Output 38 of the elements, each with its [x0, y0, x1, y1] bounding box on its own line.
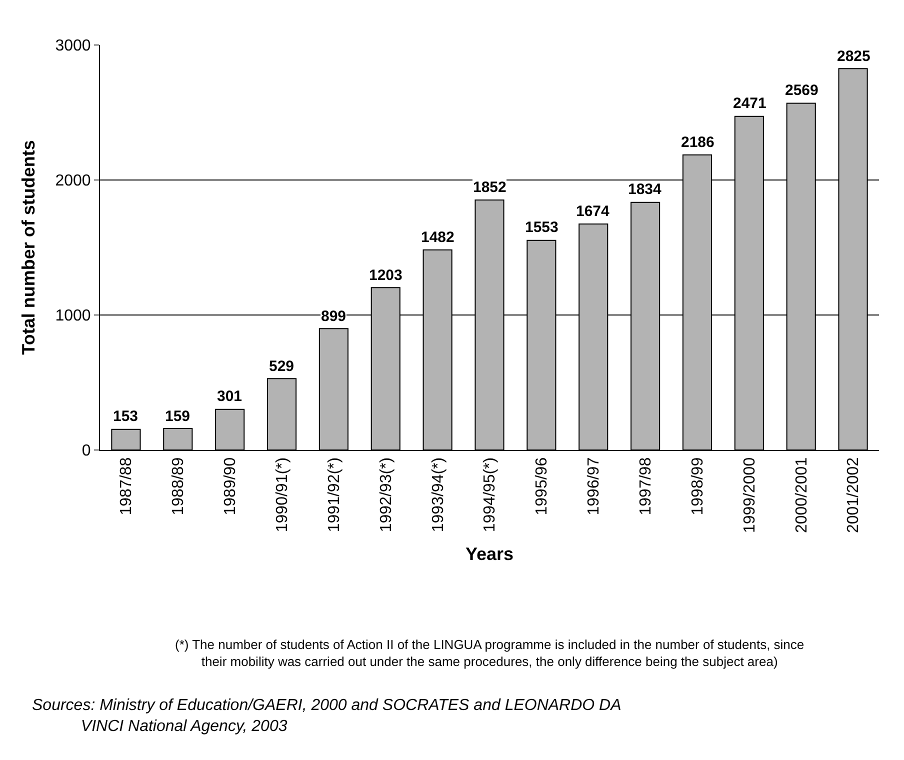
x-tick-label: 1997/98 — [638, 457, 654, 516]
x-tick-label: 1999/2000 — [741, 457, 758, 534]
data-label: 1482 — [421, 229, 454, 246]
data-label: 1834 — [628, 181, 662, 198]
data-label: 159 — [165, 408, 190, 425]
x-tick-label: 1987/88 — [118, 457, 136, 516]
x-tick-label: 2000/2001 — [793, 457, 810, 534]
x-tick-label: 1989/90 — [222, 457, 240, 516]
x-tick-label: 1996/97 — [586, 457, 603, 516]
x-tick-label: 1990/91(*) — [274, 457, 291, 532]
x-tick-label: 1988/89 — [170, 457, 188, 516]
data-label: 153 — [113, 408, 138, 425]
data-label: 899 — [321, 308, 346, 325]
data-label: 2471 — [733, 95, 766, 112]
y-tick-label: 0 — [82, 442, 91, 460]
y-tick-label: 2000 — [55, 172, 91, 190]
data-label: 1203 — [369, 267, 402, 284]
x-tick-label: 1995/96 — [534, 457, 551, 516]
x-tick-label: 1998/99 — [689, 457, 706, 516]
data-label: 1553 — [525, 219, 558, 236]
y-axis-title: Total number of students — [18, 140, 38, 355]
text: (*) The number of students of Action II of the LINGUA programme is included in the number of students, since their mobility was carried out under the same procedures, the only difference being the subject area) — [175, 637, 804, 669]
x-tick-label: 1994/95(*) — [482, 457, 499, 532]
x-tick-label: 2001/2002 — [845, 457, 862, 534]
y-tick-label: 1000 — [55, 308, 91, 325]
data-label: 529 — [269, 358, 294, 375]
data-label: 1852 — [473, 179, 506, 196]
data-label: 301 — [217, 388, 242, 405]
data-label: 2186 — [681, 134, 714, 151]
data-label: 1674 — [576, 203, 610, 220]
source-note: Sources: Ministry of Education/GAERI, 2000 and SOCRATES and LEONARDO DA VINCI National Agency, 2003 — [32, 697, 622, 735]
data-label: 2569 — [785, 82, 818, 99]
data-label: 2825 — [837, 48, 870, 65]
x-tick-label: 1991/92(*) — [326, 457, 343, 532]
x-tick-label: 1992/93(*) — [378, 457, 395, 532]
y-tick-label: 3000 — [55, 38, 91, 55]
x-tick-label: 1993/94(*) — [430, 457, 447, 532]
x-axis-title: Years — [465, 544, 514, 564]
